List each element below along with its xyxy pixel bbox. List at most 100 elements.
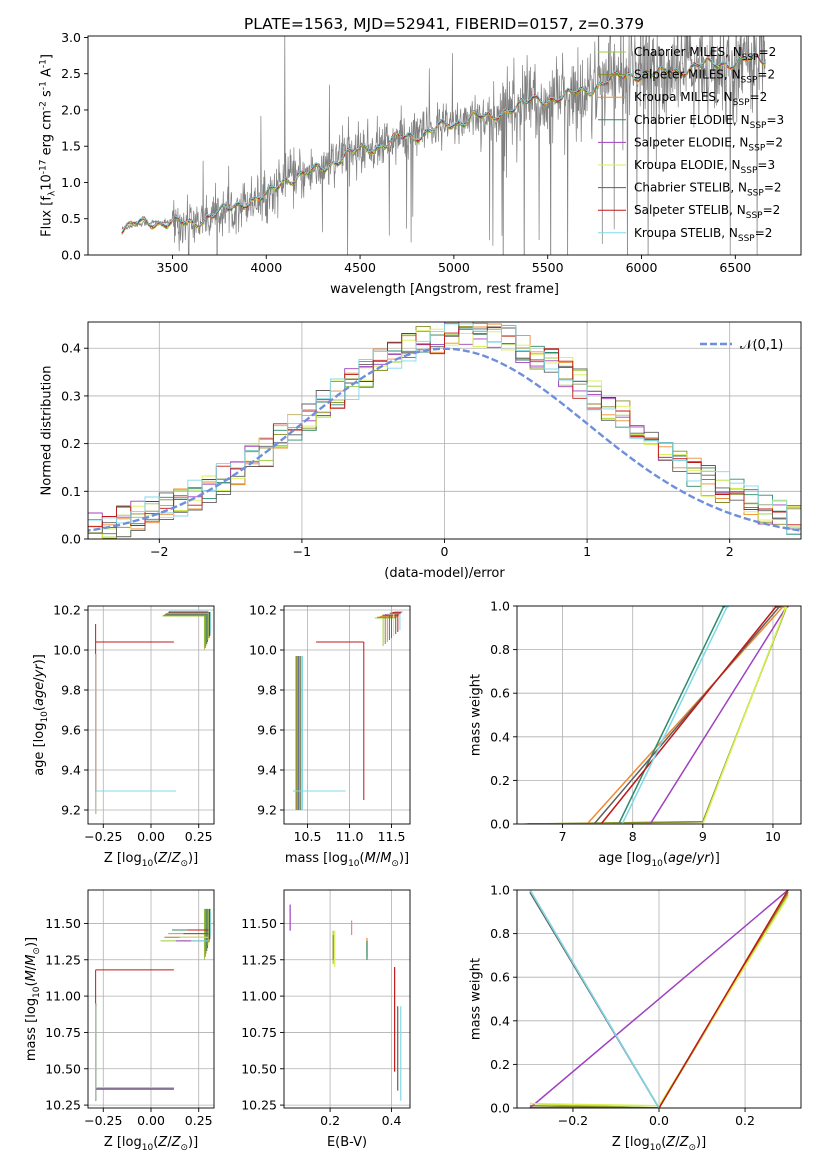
y-tick-label: 11.00 <box>45 989 81 1004</box>
x-tick-label: 9 <box>699 829 707 844</box>
label-part: 10 <box>348 859 360 869</box>
model-spectrum-8 <box>121 51 766 232</box>
cumulative-age-line-8 <box>527 606 729 824</box>
label-part: / <box>167 1135 172 1150</box>
cumulative-age-plot <box>523 606 789 824</box>
y-tick-label: 2.0 <box>61 102 81 117</box>
label-part: )] <box>188 1135 198 1150</box>
age-vs-Z-ylabel: age [log10(age/yr)] <box>32 654 50 776</box>
observed-spectrum <box>121 36 766 255</box>
y-tick-label: 0.2 <box>490 773 510 788</box>
mass-vs-EBV-panel: 0.2 0.4 10.25 10.50 10.75 11.00 11.25 11.50 E(B-… <box>241 889 411 1150</box>
cumulative-age-line-4 <box>527 606 788 824</box>
x-tick-label: 0.25 <box>185 1113 213 1128</box>
label-part: 10 <box>651 859 663 869</box>
cumulative-age-line-0 <box>523 606 788 824</box>
spectrum-panel: 3500 4000 4500 5000 5500 6000 6500 0.0 0.5 1.0 1.5… <box>39 30 802 297</box>
age-vs-mass-panel: 10.5 11.0 11.5 9.2 9.4 9.6 9.8 10.0 10.2 mass [lo… <box>249 603 411 869</box>
mass-vs-EBV-xlabel: E(B-V) <box>327 1135 367 1150</box>
y-tick-label: 2.5 <box>61 66 81 81</box>
y-tick-label: 1.0 <box>61 175 81 190</box>
label-part: SSP <box>742 53 759 63</box>
age-vs-Z-plot <box>95 610 212 814</box>
y-tick-label: 0.5 <box>61 211 81 226</box>
label-part: SSP <box>747 189 764 199</box>
legend-label: Kroupa STELIB, NSSP=2 <box>634 226 772 244</box>
label-part: )] <box>710 851 720 866</box>
legend-label: Salpeter ELODIE, NSSP=2 <box>634 135 783 153</box>
y-tick-label: 10.75 <box>241 1025 277 1040</box>
mass-vs-EBV-plot <box>289 904 402 1101</box>
label-part: =2 <box>764 181 782 195</box>
y-tick-label: 0.6 <box>490 686 510 701</box>
label-part: SSP <box>741 76 758 86</box>
x-tick-label: 0.0 <box>649 1113 669 1128</box>
x-tick-label: 0.00 <box>137 829 165 844</box>
label-part: Z <box>157 851 168 866</box>
y-tick-label: 0.2 <box>61 436 81 451</box>
label-part: / <box>376 851 381 866</box>
label-part: Chabrier STELIB, N <box>634 181 747 195</box>
x-tick-label: 8 <box>629 829 637 844</box>
y-tick-label: 0.4 <box>490 729 510 744</box>
y-tick-label: 0.4 <box>61 341 81 356</box>
y-tick-label: 11.25 <box>241 952 277 967</box>
residuals-ylabel: Normed distribution <box>40 366 55 496</box>
x-tick-label: 5000 <box>438 260 470 275</box>
mass-vs-Z-panel: −0.25 0.00 0.25 10.25 10.50 10.75 11.00 11.25 11… <box>24 889 215 1153</box>
label-part: ( <box>663 851 668 866</box>
y-tick-label: 1.0 <box>490 599 510 614</box>
label-part: M <box>365 851 376 866</box>
label-part: ⊙ <box>688 1143 696 1153</box>
label-part: yr <box>696 851 712 866</box>
legend-label: Salpeter STELIB, NSSP=2 <box>634 203 780 221</box>
label-part: =2 <box>757 68 775 82</box>
label-part: 10 <box>40 174 55 191</box>
y-tick-label: 10.50 <box>45 1061 81 1076</box>
label-part: ( <box>32 706 47 711</box>
spectrum-ylabel: Flux [fλ10-17 erg cm-2 s-1 A-1] <box>39 54 58 237</box>
residuals-frame: −2 −1 0 1 2 0.0 0.1 0.2 0.3 0.4 (data-model)/error… <box>40 321 802 581</box>
label-part: Z <box>157 1135 168 1150</box>
x-tick-label: 10 <box>765 829 781 844</box>
label-part: SSP <box>746 211 763 221</box>
label-part: M <box>24 970 39 981</box>
label-part: =3 <box>757 158 775 172</box>
label-part: ( <box>661 1135 666 1150</box>
label-part: Z <box>679 1135 690 1150</box>
cumulative-age-line-6 <box>527 606 781 824</box>
cumulative-Z-xlabel: Z [log10(Z/Z⊙)] <box>612 1135 706 1153</box>
x-tick-label: 0.00 <box>137 1113 165 1128</box>
x-tick-label: 11.0 <box>336 829 364 844</box>
label-part: (data-model)/error <box>384 566 505 581</box>
y-tick-label: 0.8 <box>490 642 510 657</box>
mass-vs-Z-frame: −0.25 0.00 0.25 10.25 10.50 10.75 11.00 11.25 11… <box>24 889 215 1153</box>
x-tick-label: 6500 <box>719 260 751 275</box>
cumulative-age-ylabel: mass weight <box>469 674 484 756</box>
cumulative-Z-ylabel: mass weight <box>469 958 484 1040</box>
cumulative-Z-frame: −0.2 0.0 0.20.00.20.40.60.81.0Z [log10(Z/Z… <box>469 883 802 1153</box>
age-vs-mass-axes-frame <box>283 605 411 825</box>
cumulative-age-line-1 <box>534 606 788 824</box>
normal-reference-curve <box>88 347 801 532</box>
label-part: yr <box>32 663 47 679</box>
label-part: =2 <box>763 203 781 217</box>
label-part: erg cm <box>40 110 55 159</box>
label-part: E(B-V) <box>327 1135 367 1150</box>
label-part: age [log <box>598 851 651 866</box>
spectrum-axes-frame <box>87 35 802 256</box>
label-part: Z <box>171 851 182 866</box>
cumulative-Z-plot <box>529 890 789 1108</box>
label-part: ( <box>360 851 365 866</box>
residuals-grid <box>88 322 801 540</box>
y-tick-label: 0.0 <box>61 248 81 263</box>
x-tick-label: 4500 <box>344 260 376 275</box>
mass-vs-Z-plot <box>95 908 212 1101</box>
y-tick-label: 10.2 <box>53 603 81 618</box>
label-part: Z <box>665 1135 676 1150</box>
label-part: ⊙ <box>32 947 42 955</box>
cumulative-Z-line-7 <box>529 890 789 1108</box>
label-part: Salpeter MILES, N <box>634 68 741 82</box>
label-part: SSP <box>733 98 750 108</box>
